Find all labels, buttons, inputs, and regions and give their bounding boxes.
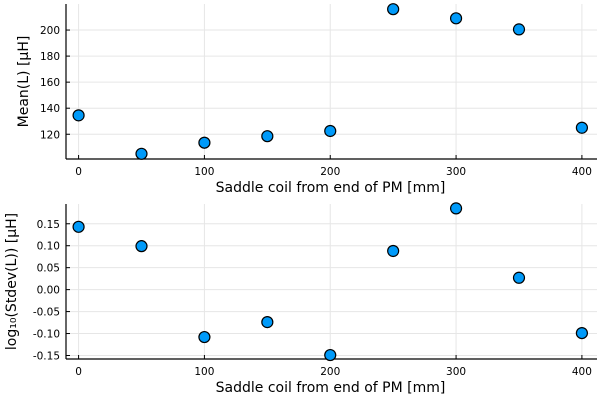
y-tick-label: 180 [40,51,60,63]
x-tick-label: 400 [572,366,592,378]
data-point [198,330,211,344]
x-tick-label: 300 [446,366,466,378]
data-point [449,12,463,25]
x-tick-label: 100 [194,366,214,378]
data-point [198,136,211,149]
y-tick-label: -0.15 [33,350,60,362]
data-point [261,316,274,329]
y-tick-label: 120 [40,129,60,141]
data-point [512,271,526,284]
data-point [324,348,337,362]
data-point [324,124,337,138]
data-point [261,130,274,143]
data-point [449,202,463,215]
y-tick-label: 200 [40,25,60,37]
y-tick-label: -0.10 [33,329,60,341]
y-tick-label: 140 [40,103,60,115]
x-axis-title: Saddle coil from end of PM [mm] [216,180,446,196]
data-point [387,244,400,258]
x-tick-label: 0 [75,166,82,178]
data-point [135,147,148,160]
data-point [575,121,589,134]
y-axis-title: Mean(L) [µH] [16,36,32,128]
x-tick-label: 100 [194,166,214,178]
data-point [72,109,85,122]
y-tick-label: -0.05 [33,307,60,319]
subplot-1: 0 100 200 300 400 120 140 160 180 200 Saddle coil … [16,3,597,196]
data-point [72,220,85,233]
x-tick-label: 400 [572,166,592,178]
x-tick-label: 300 [446,166,466,178]
x-axis-title: Saddle coil from end of PM [mm] [216,380,446,396]
y-tick-label: 0.05 [37,263,60,275]
y-tick-label: 0.00 [37,285,60,297]
data-point [135,240,148,253]
y-axis-title: log₁₀(Stdev(L)) [µH] [4,213,20,350]
y-tick-label: 0.10 [37,241,60,253]
x-tick-label: 200 [320,366,340,378]
x-tick-label: 0 [75,366,82,378]
data-point [387,3,400,16]
y-tick-label: 0.15 [37,219,60,231]
y-tick-label: 160 [40,77,60,89]
x-tick-label: 200 [320,166,340,178]
subplot-2: 0 100 200 300 400 0.15 0.10 0.05 0.00 -0.05 -0.10 -… [4,202,597,396]
data-point [512,23,526,36]
data-point [575,326,589,340]
